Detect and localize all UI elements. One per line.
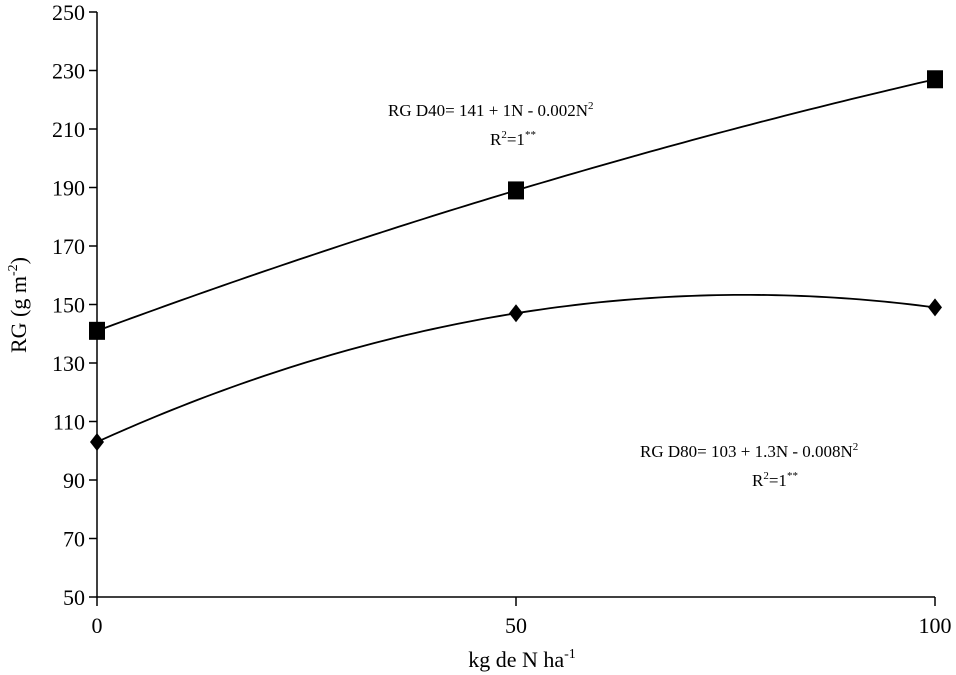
y-tick-label: 130 (52, 351, 85, 376)
y-tick-label: 170 (52, 234, 85, 259)
equation-d80-r2: R2=1** (752, 470, 798, 490)
y-tick-label: 190 (52, 176, 85, 201)
y-tick-label: 210 (52, 117, 85, 142)
y-ticks: 50 70 90 110 130 150 170 190 210 230 250 (52, 0, 97, 610)
y-tick-label: 50 (63, 585, 85, 610)
y-tick-label: 230 (52, 59, 85, 84)
data-point-diamond (509, 304, 523, 323)
data-point-diamond (90, 432, 104, 451)
x-axis-title: kg de N ha-1 (468, 647, 576, 672)
markers (89, 70, 943, 451)
y-tick-label: 70 (63, 527, 85, 552)
x-tick-label: 0 (92, 613, 103, 638)
x-tick-label: 100 (919, 613, 952, 638)
equation-d80-line1: RG D80= 103 + 1.3N - 0.008N2 (640, 441, 858, 461)
data-point-diamond (928, 298, 942, 317)
y-tick-label: 110 (53, 410, 85, 435)
y-tick-label: 250 (52, 0, 85, 25)
data-point-square (89, 321, 105, 340)
equation-d40-line1: RG D40= 141 + 1N - 0.002N2 (388, 100, 594, 120)
x-tick-label: 50 (505, 613, 527, 638)
data-point-square (508, 181, 524, 200)
x-ticks: 0 50 100 (92, 597, 952, 638)
data-point-square (927, 70, 943, 89)
y-tick-label: 150 (52, 293, 85, 318)
y-tick-label: 90 (63, 468, 85, 493)
y-axis-title: RG (g m-2) (6, 257, 31, 353)
equation-d40-r2: R2=1** (490, 129, 536, 149)
